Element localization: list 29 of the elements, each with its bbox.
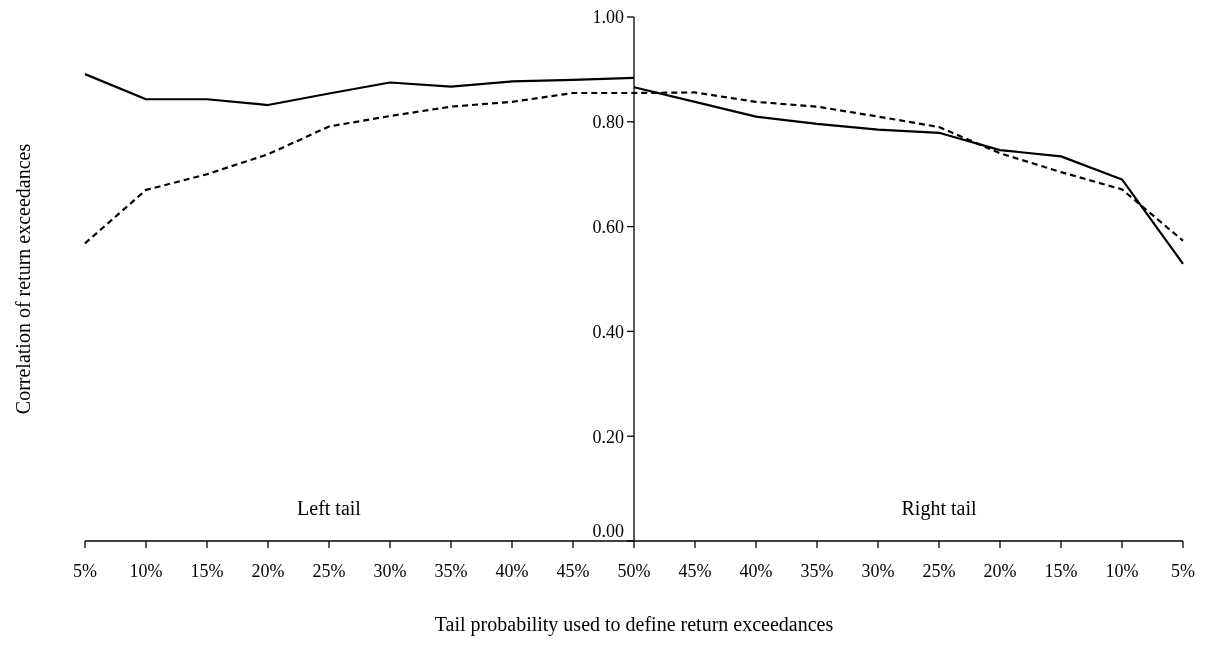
- x-tick-label: 5%: [73, 561, 97, 581]
- x-tick-label: 25%: [312, 561, 346, 581]
- y-tick-label: 0.80: [592, 112, 624, 133]
- x-tick-label: 10%: [1105, 561, 1139, 581]
- x-tick-label: 45%: [556, 561, 590, 581]
- x-tick-label: 30%: [861, 561, 895, 581]
- x-tick-label: 20%: [251, 561, 285, 581]
- y-tick-label: 0.00: [592, 521, 624, 542]
- y-tick-label: 0.20: [592, 426, 624, 447]
- y-tick-label: 1.00: [592, 7, 624, 28]
- x-tick-label: 25%: [922, 561, 956, 581]
- x-tick-label: 35%: [434, 561, 468, 581]
- x-tick-label: 40%: [495, 561, 529, 581]
- y-axis-title: Correlation of return exceedances: [12, 143, 34, 415]
- y-tick-label: 0.60: [592, 216, 624, 237]
- x-tick-label: 50%: [617, 561, 651, 581]
- x-tick-label: 15%: [190, 561, 224, 581]
- x-tick-label: 5%: [1171, 561, 1195, 581]
- y-tick-label: 0.40: [592, 321, 624, 342]
- annotation: Left tail: [297, 497, 362, 519]
- x-axis-title: Tail probability used to define return exceedances: [434, 613, 834, 636]
- x-tick-label: 30%: [373, 561, 407, 581]
- x-tick-label: 35%: [800, 561, 834, 581]
- x-tick-label: 45%: [678, 561, 712, 581]
- x-tick-label: 40%: [739, 561, 773, 581]
- x-tick-label: 15%: [1044, 561, 1078, 581]
- annotation: Right tail: [901, 497, 977, 520]
- x-tick-label: 10%: [129, 561, 163, 581]
- x-tick-label: 20%: [983, 561, 1017, 581]
